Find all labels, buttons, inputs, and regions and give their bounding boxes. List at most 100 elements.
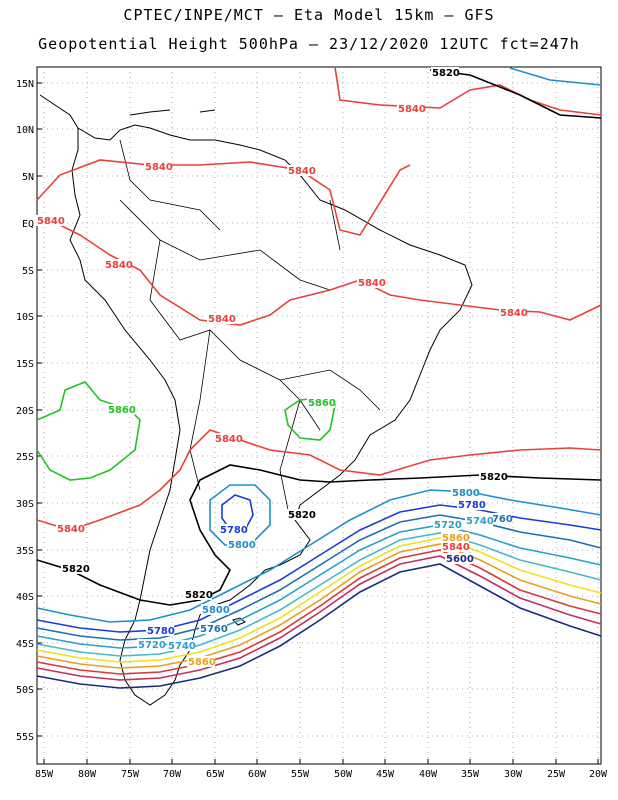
contour-label-bg [146, 625, 174, 636]
contour-value-label: 5780 [220, 525, 248, 536]
contour-label-bg [219, 524, 247, 535]
contour-value-label: 5860 [108, 405, 136, 416]
contour-5640 [36, 555, 602, 681]
lat-label: 25S [16, 452, 34, 463]
contour-label-bg [465, 515, 493, 526]
contour-label-bg [104, 259, 132, 270]
contour-value-label: 5820 [432, 68, 460, 79]
contour-labels: 5820 5840 5840 5840 5840 5840 5840 5840 5840 5840… [36, 67, 528, 668]
contour-value-label: 5840 [442, 542, 470, 553]
contour-label-bg [433, 519, 461, 530]
lat-label: 55S [16, 732, 34, 743]
contour-5840-amazon [36, 219, 602, 326]
map-title-line-1: CPTEC/INPE/MCT – Eta Model 15km – GFS [123, 6, 495, 24]
lon-label: 60W [248, 769, 267, 780]
contour-value-label: 5800 [452, 488, 480, 499]
contour-value-label: 5740 [466, 516, 494, 527]
contour-5800 [36, 489, 602, 623]
contour-label-bg [137, 639, 165, 650]
contour-value-label: 5780 [458, 500, 486, 511]
contour-label-bg [207, 313, 235, 324]
contour-label-bg [201, 604, 229, 615]
contour-value-label: 5840 [215, 434, 243, 445]
contour-5720 [36, 532, 602, 657]
map-title-line-2: Geopotential Height 500hPa – 23/12/2020 … [38, 35, 580, 53]
contour-value-label: 5860 [188, 657, 216, 668]
lat-lon-grid [37, 67, 601, 764]
contour-5660 [36, 549, 602, 675]
contour-value-label: 5840 [57, 524, 85, 535]
contour-5700 [36, 537, 602, 663]
lon-label: 25W [547, 769, 566, 780]
lat-label: 15S [16, 359, 34, 370]
contour-label-bg [214, 433, 242, 444]
contour-label-bg [499, 307, 527, 318]
contour-value-label: 5820 [185, 590, 213, 601]
lon-label: 20W [589, 769, 608, 780]
contour-value-label: 5760 [485, 514, 513, 525]
lon-label: 75W [121, 769, 140, 780]
contour-label-bg [144, 161, 172, 172]
lon-label: 40W [419, 769, 438, 780]
lat-label: 10N [16, 125, 34, 136]
contour-value-label: 5780 [147, 626, 175, 637]
central-america-coast [39, 94, 79, 129]
lat-label: 30S [16, 499, 34, 510]
contour-value-label: 5820 [480, 472, 508, 483]
contour-5760 [36, 514, 602, 641]
contour-value-label: 5860 [442, 533, 470, 544]
lat-label: EQ [22, 219, 34, 230]
contour-label-bg [287, 509, 315, 520]
contour-value-label: 5820 [288, 510, 316, 521]
lat-label: 5N [22, 172, 34, 183]
contour-label-bg [167, 640, 195, 651]
contour-value-label: 5840 [37, 216, 65, 227]
geopotential-contours [36, 66, 602, 689]
contour-value-label: 5760 [200, 624, 228, 635]
contour-value-label: 5840 [358, 278, 386, 289]
contour-value-label: 5840 [398, 104, 426, 115]
contour-label-bg [445, 553, 473, 564]
contour-5840-north [334, 66, 602, 116]
contour-5780-low [221, 494, 254, 531]
contour-label-bg [441, 532, 469, 543]
contour-label-bg [227, 539, 255, 550]
lon-label: 50W [334, 769, 353, 780]
country-borders [119, 139, 381, 521]
contour-value-label: 5800 [202, 605, 230, 616]
contour-value-label: 5720 [138, 640, 166, 651]
contour-label-bg [457, 499, 485, 510]
contour-5680 [36, 543, 602, 669]
map-frame [36, 66, 602, 765]
contour-value-label: 5600 [446, 554, 474, 565]
lon-label: 55W [291, 769, 310, 780]
lon-label: 80W [78, 769, 97, 780]
contour-label-bg [187, 656, 215, 667]
lat-label: 10S [16, 312, 34, 323]
lat-label: 45S [16, 639, 34, 650]
coastlines [39, 94, 473, 706]
contour-label-bg [451, 487, 479, 498]
contour-label-bg [287, 165, 315, 176]
contour-5860-west [36, 381, 141, 481]
contour-5860-central [284, 397, 336, 441]
contour-label-bg [484, 513, 512, 524]
axis-labels: 15N 10N 5N EQ 5S 10S 15S 20S 25S 30S 35S 40S 45S 50S 5… [16, 79, 608, 780]
contour-value-label: 5840 [288, 166, 316, 177]
lat-label: 15N [16, 79, 34, 90]
contour-label-bg [56, 523, 84, 534]
contour-label-bg [199, 623, 227, 634]
contour-label-bg [479, 471, 507, 482]
contour-5740 [36, 524, 602, 649]
lat-label: 50S [16, 685, 34, 696]
lon-label: 45W [376, 769, 395, 780]
contour-label-bg [36, 215, 64, 226]
contour-label-bg [184, 589, 212, 600]
lat-label: 40S [16, 592, 34, 603]
contour-label-bg [397, 103, 425, 114]
lon-label: 30W [504, 769, 523, 780]
contour-value-label: 5840 [145, 162, 173, 173]
contour-5800-north [509, 67, 602, 86]
contour-5800-low [209, 484, 271, 546]
